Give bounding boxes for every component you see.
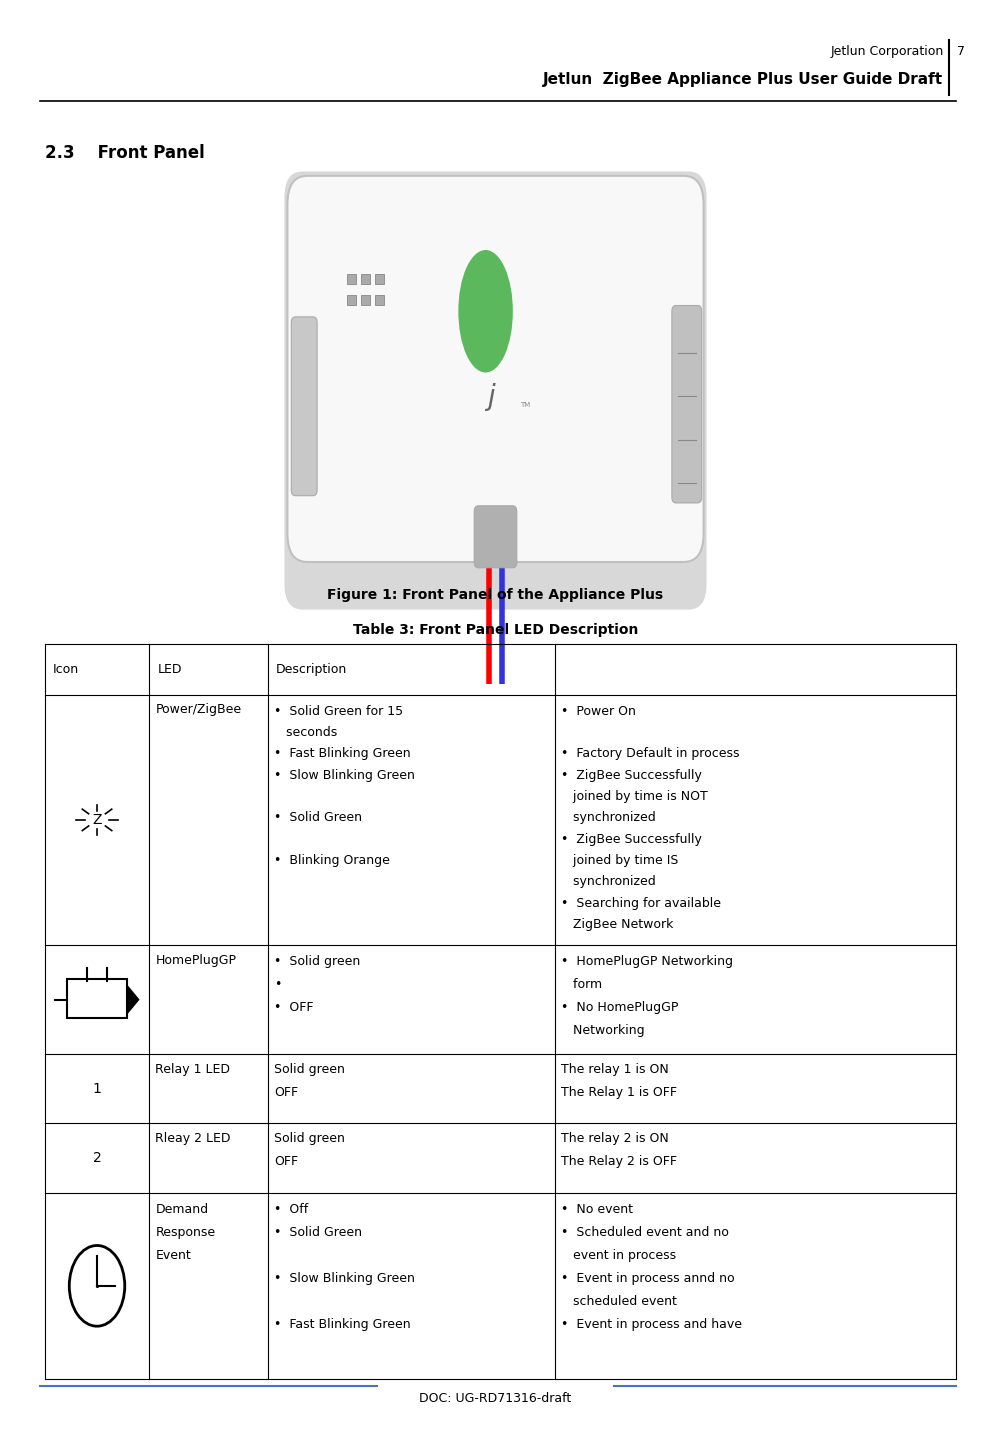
Text: •  Solid Green: • Solid Green (274, 811, 362, 824)
Text: Table 3: Front Panel LED Description: Table 3: Front Panel LED Description (353, 623, 638, 637)
Text: 2: 2 (92, 1151, 101, 1164)
Text: •  Event in process annd no: • Event in process annd no (561, 1272, 734, 1285)
Text: Description: Description (275, 663, 347, 676)
FancyBboxPatch shape (474, 506, 517, 568)
Text: Jetlun  ZigBee Appliance Plus User Guide Draft: Jetlun ZigBee Appliance Plus User Guide … (543, 72, 943, 86)
Text: •  Solid Green for 15: • Solid Green for 15 (274, 705, 403, 718)
Text: Event: Event (156, 1249, 191, 1262)
Bar (375, 274, 384, 284)
Text: Icon: Icon (53, 663, 78, 676)
Text: The relay 1 is ON: The relay 1 is ON (561, 1063, 669, 1076)
Text: OFF: OFF (274, 1087, 298, 1099)
Text: Power/ZigBee: Power/ZigBee (156, 703, 242, 716)
Text: •  Factory Default in process: • Factory Default in process (561, 748, 739, 761)
Text: •  Searching for available: • Searching for available (561, 896, 721, 909)
Text: LED: LED (158, 663, 182, 676)
Text: 1: 1 (92, 1082, 101, 1095)
Text: •  No event: • No event (561, 1203, 633, 1216)
Bar (361, 274, 370, 284)
Text: Relay 1 LED: Relay 1 LED (156, 1063, 230, 1076)
Text: •  Solid green: • Solid green (274, 955, 360, 968)
Text: OFF: OFF (274, 1156, 298, 1169)
Text: Jetlun Corporation: Jetlun Corporation (830, 45, 943, 58)
Text: ZigBee Network: ZigBee Network (561, 918, 674, 931)
Bar (361, 295, 370, 305)
Text: •  HomePlugGP Networking: • HomePlugGP Networking (561, 955, 733, 968)
Text: Figure 1: Front Panel of the Appliance Plus: Figure 1: Front Panel of the Appliance P… (327, 588, 664, 602)
Text: HomePlugGP: HomePlugGP (156, 954, 237, 967)
Bar (375, 295, 384, 305)
Text: event in process: event in process (561, 1249, 676, 1262)
Text: •  Solid Green: • Solid Green (274, 1226, 362, 1239)
Bar (67, 980, 127, 1019)
Text: •  Slow Blinking Green: • Slow Blinking Green (274, 1272, 415, 1285)
Text: scheduled event: scheduled event (561, 1295, 677, 1308)
Text: •  ZigBee Successfully: • ZigBee Successfully (561, 833, 702, 846)
Polygon shape (127, 986, 139, 1014)
FancyBboxPatch shape (284, 171, 707, 610)
Text: •: • (274, 978, 281, 991)
Text: •  ZigBee Successfully: • ZigBee Successfully (561, 769, 702, 782)
Text: 7: 7 (957, 45, 965, 58)
Text: synchronized: synchronized (561, 876, 656, 889)
Bar (347, 295, 356, 305)
Text: DOC: UG-RD71316-draft: DOC: UG-RD71316-draft (419, 1392, 572, 1405)
Text: •  Slow Blinking Green: • Slow Blinking Green (274, 769, 415, 782)
Text: •  Blinking Orange: • Blinking Orange (274, 855, 389, 867)
Text: •  Off: • Off (274, 1203, 308, 1216)
Text: •  OFF: • OFF (274, 1001, 313, 1014)
Text: joined by time IS: joined by time IS (561, 855, 679, 867)
FancyBboxPatch shape (291, 317, 317, 496)
Text: The Relay 2 is OFF: The Relay 2 is OFF (561, 1156, 677, 1169)
Bar (347, 274, 356, 284)
FancyBboxPatch shape (672, 305, 702, 503)
Text: The Relay 1 is OFF: The Relay 1 is OFF (561, 1087, 677, 1099)
FancyBboxPatch shape (287, 176, 704, 562)
Text: 2.3    Front Panel: 2.3 Front Panel (45, 144, 204, 161)
Text: Demand: Demand (156, 1203, 208, 1216)
Ellipse shape (458, 249, 513, 372)
Text: Solid green: Solid green (274, 1063, 345, 1076)
Text: •  Fast Blinking Green: • Fast Blinking Green (274, 748, 410, 761)
Text: form: form (561, 978, 603, 991)
Text: synchronized: synchronized (561, 811, 656, 824)
Text: Response: Response (156, 1226, 215, 1239)
Text: joined by time is NOT: joined by time is NOT (561, 790, 708, 803)
Text: seconds: seconds (274, 726, 337, 739)
Text: •  Scheduled event and no: • Scheduled event and no (561, 1226, 729, 1239)
Text: Networking: Networking (561, 1025, 645, 1038)
Text: •  Power On: • Power On (561, 705, 636, 718)
Text: TM: TM (520, 402, 530, 408)
Text: •  Event in process and have: • Event in process and have (561, 1319, 742, 1331)
Text: The relay 2 is ON: The relay 2 is ON (561, 1133, 669, 1146)
Text: •  Fast Blinking Green: • Fast Blinking Green (274, 1319, 410, 1331)
Text: •  No HomePlugGP: • No HomePlugGP (561, 1001, 679, 1014)
Text: j: j (487, 383, 495, 411)
Text: Solid green: Solid green (274, 1133, 345, 1146)
Text: Z: Z (92, 813, 102, 827)
Text: Rleay 2 LED: Rleay 2 LED (156, 1133, 231, 1146)
